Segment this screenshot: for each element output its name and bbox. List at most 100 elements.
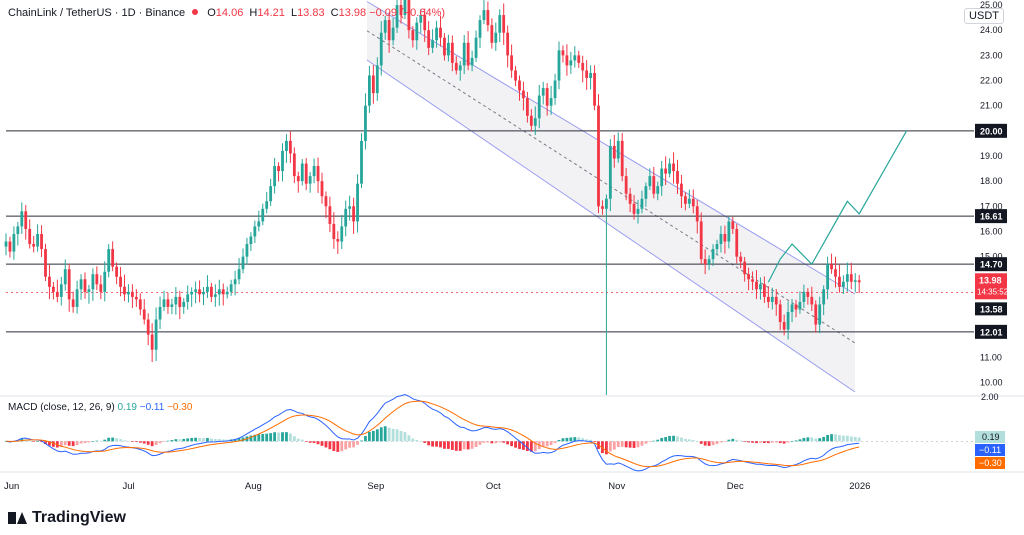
macd-hist-bar — [115, 438, 118, 442]
candle-body — [131, 291, 134, 297]
macd-hist-bar — [727, 439, 731, 442]
macd-hist-bar — [755, 441, 758, 444]
candle-body — [522, 90, 525, 99]
candle-body — [213, 294, 217, 297]
candle-body — [16, 226, 20, 234]
macd-hist-bar — [225, 439, 229, 442]
macd-hist-bar — [684, 438, 687, 442]
candle-body — [292, 153, 296, 177]
candle-body — [71, 299, 75, 307]
candle-body — [186, 294, 190, 302]
candle-body — [312, 166, 316, 177]
candle-body — [99, 284, 103, 292]
candle-body — [158, 306, 162, 320]
candle-body — [44, 249, 47, 277]
macd-hist-bar — [285, 432, 288, 442]
candle-body — [474, 37, 478, 58]
candle-body — [281, 150, 284, 172]
macd-hist-bar — [253, 434, 257, 442]
macd-hist-bar — [699, 441, 703, 444]
candle-body — [427, 30, 431, 48]
macd-hist-bar — [766, 441, 770, 444]
candle-body — [680, 183, 683, 197]
candle-body — [518, 80, 521, 91]
candle-body — [747, 274, 750, 280]
high-value: 14.21 — [257, 7, 285, 19]
macd-hist-bar — [158, 441, 162, 444]
candle-body — [794, 304, 798, 310]
candle-body — [695, 206, 699, 222]
macd-hist-bar — [356, 441, 359, 445]
countdown-label: 14:35:52 — [977, 287, 1009, 296]
macd-hist-bar — [273, 432, 276, 442]
candle-body — [387, 20, 391, 41]
candle-body — [581, 62, 585, 71]
macd-hist-bar — [186, 438, 190, 442]
currency-selector[interactable]: USDT — [964, 8, 1004, 24]
macd-hist-bar — [206, 438, 209, 442]
macd-hist-bar — [751, 441, 754, 443]
macd-hist-bar — [770, 441, 774, 443]
candle-body — [300, 163, 304, 182]
macd-hist-bar — [344, 441, 348, 450]
y-tick-label: 15.00 — [980, 252, 1003, 262]
macd-hist-bar — [277, 432, 280, 442]
candle-body — [348, 206, 352, 209]
macd-line-value: −0.11 — [139, 402, 165, 413]
y-tick-label: 23.00 — [980, 50, 1003, 60]
level-label-box — [975, 123, 1007, 138]
level-label-box — [975, 257, 1007, 272]
candle-body — [458, 65, 462, 71]
x-tick-label: Jun — [4, 481, 19, 492]
candle-body — [40, 233, 43, 250]
candle-body — [296, 176, 300, 182]
macd-hist-bar — [561, 438, 565, 442]
macd-hist-bar — [526, 441, 529, 452]
macd-label[interactable]: MACD (close, 12, 26, 9) — [8, 402, 115, 413]
candle-body — [608, 145, 612, 199]
candle-body — [684, 196, 687, 204]
macd-hist-bar — [75, 441, 79, 446]
macd-hist-bar — [431, 441, 434, 447]
level-label: 16.61 — [980, 212, 1003, 222]
macd-hist-bar — [44, 441, 47, 445]
macd-hist-bar — [502, 441, 506, 443]
candle-body — [573, 55, 577, 61]
candle-body — [8, 241, 12, 252]
macd-hist-bar — [743, 441, 747, 442]
macd-hist-bar — [581, 438, 585, 442]
macd-hist-bar — [265, 433, 269, 442]
macd-hist-bar — [415, 440, 419, 442]
macd-hist-bar — [620, 441, 624, 447]
macd-hist-bar — [435, 441, 438, 447]
candle-body — [845, 274, 849, 282]
candle-body — [589, 72, 592, 78]
candle-body — [115, 266, 118, 277]
y-tick-label: 25.00 — [980, 0, 1003, 10]
candle-body — [257, 221, 261, 227]
macd-hist-bar — [340, 441, 344, 452]
macd-hist-bar — [723, 441, 727, 442]
candle-body — [403, 0, 407, 16]
tradingview-logo[interactable]: TradingView — [8, 509, 126, 527]
macd-hist-bar — [518, 441, 521, 449]
macd-hist-bar — [190, 438, 194, 442]
candle-body — [79, 279, 83, 290]
candle-body — [146, 319, 150, 335]
macd-hist-bar — [466, 441, 470, 450]
macd-hist-bar — [368, 431, 371, 442]
macd-hist-bar — [798, 439, 802, 442]
symbol-title[interactable]: ChainLink / TetherUS · 1D · Binance — [8, 7, 186, 19]
candle-body — [138, 299, 142, 310]
candle-body — [454, 62, 458, 71]
tradingview-logo-icon — [8, 512, 27, 524]
macd-hist-bar — [289, 433, 292, 442]
candle-body — [755, 281, 758, 290]
candle-body — [123, 286, 126, 295]
macd-hist-bar — [332, 441, 336, 452]
macd-hist-bar — [707, 441, 711, 446]
candle-body — [182, 301, 186, 307]
macd-hist-bar — [624, 441, 628, 448]
candle-body — [490, 25, 494, 43]
candle-body — [360, 140, 363, 184]
